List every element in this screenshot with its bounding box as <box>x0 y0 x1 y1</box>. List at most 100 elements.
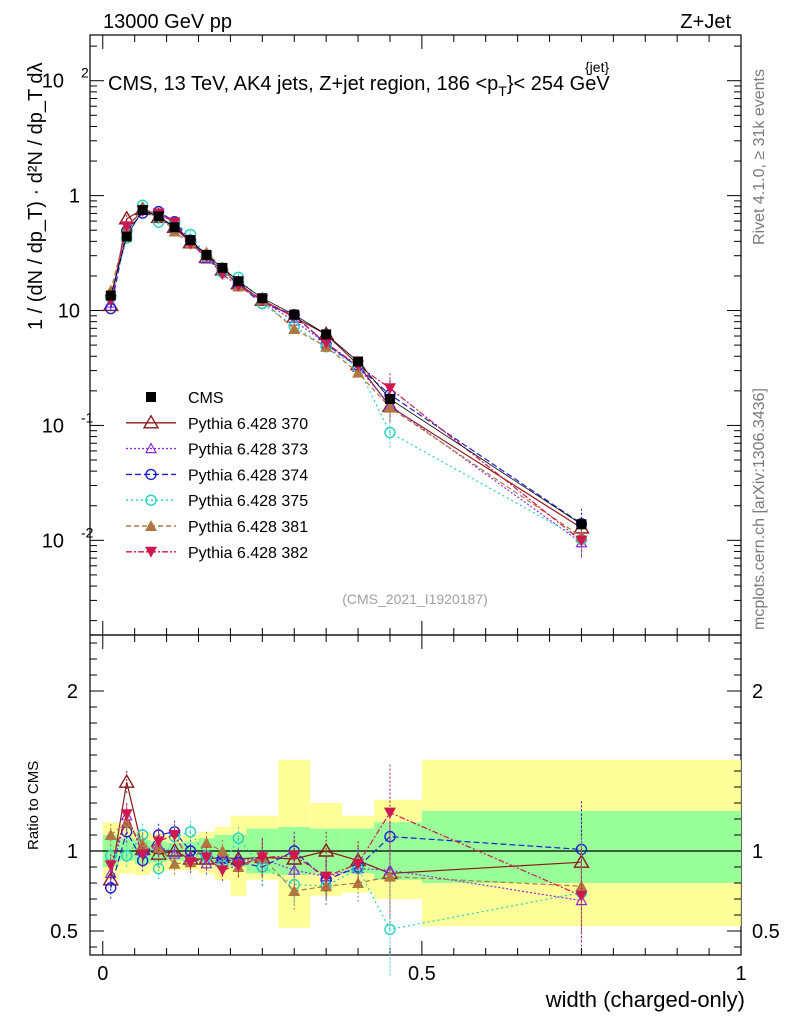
upper-axes: 10 2 1 10 10 -1 10 -2 <box>42 35 742 635</box>
ratio-line <box>110 830 582 888</box>
series-point <box>120 221 133 233</box>
mcplots-label: mcplots.cern.ch [arXiv:1306.3436] <box>751 388 768 630</box>
ratio-uncertainty-bands <box>90 759 741 928</box>
y-tick-exponent: 2 <box>81 65 89 81</box>
ratio-point <box>288 850 301 862</box>
ratio-point <box>184 857 197 869</box>
ratio-point <box>104 860 117 872</box>
header-left: 13000 GeV pp <box>103 11 232 33</box>
x-tick-label: 1 <box>735 963 746 985</box>
ratio-point <box>317 842 335 857</box>
cms-data-point <box>257 293 268 304</box>
ratio-point <box>232 860 245 872</box>
series-point <box>352 366 365 378</box>
lower-ylabel: Ratio to CMS <box>25 761 42 850</box>
cms-data-point <box>576 519 587 530</box>
series-line <box>110 208 582 529</box>
x-axis-label: width (charged-only) <box>545 987 745 1012</box>
cms-data-point <box>137 204 148 215</box>
series-line <box>110 210 582 542</box>
cms-data-point <box>169 222 180 233</box>
legend-marker <box>144 442 158 454</box>
ratio-point <box>105 882 117 894</box>
series-point <box>383 401 396 413</box>
header-right: Z+Jet <box>680 11 731 33</box>
cms-data-point <box>321 329 332 340</box>
series-line <box>110 210 582 525</box>
y-tick-exponent: -2 <box>81 524 94 540</box>
series-line <box>110 207 582 538</box>
rivet-version-label: Rivet 4.1.0, ≥ 31k events <box>751 69 768 245</box>
ratio-tick-label: 0.5 <box>50 921 78 943</box>
ratio-point <box>152 862 165 875</box>
plot-title: CMS, 13 TeV, AK4 jets, Z+jet region, 186… <box>108 73 610 99</box>
upper-ylabel: 1 / (dN / dp_T) · d²N / dp_T dλ <box>25 62 47 330</box>
series-line <box>110 209 582 544</box>
legend-marker <box>145 468 157 481</box>
cms-data-point <box>121 231 132 242</box>
ratio-point <box>168 857 181 869</box>
cms-data-point <box>384 393 395 404</box>
cms-line <box>110 209 582 525</box>
ratio-line <box>110 831 582 931</box>
cms-data-point <box>105 290 116 301</box>
cms-data-point <box>185 235 196 246</box>
legend-marker <box>145 546 157 558</box>
cms-data-point <box>289 309 300 320</box>
legend-label: Pythia 6.428 374 <box>188 467 308 484</box>
cms-data-point <box>233 276 244 287</box>
ratio-point <box>200 837 213 848</box>
legend-marker <box>145 494 157 506</box>
legend-label: Pythia 6.428 381 <box>188 519 308 536</box>
ratio-point <box>288 885 301 896</box>
legend-label: Pythia 6.428 375 <box>188 493 308 510</box>
ratio-point <box>136 849 149 861</box>
ratio-point <box>120 850 133 862</box>
ratio-point <box>120 816 133 828</box>
ratio-tick-label-right: 0.5 <box>752 921 780 943</box>
ratio-point <box>216 865 229 877</box>
series-point <box>384 426 396 439</box>
y-tick-exponent: -1 <box>81 409 94 425</box>
y-tick-label: 10 <box>42 71 64 93</box>
series-point <box>383 383 396 395</box>
series-point <box>320 338 333 350</box>
ratio-point <box>383 870 396 882</box>
legend-label: CMS <box>188 390 224 407</box>
x-tick-label: 0 <box>97 963 108 985</box>
legend-marker <box>146 392 156 402</box>
ratio-tick-label: 2 <box>67 681 78 703</box>
lower-axes: 2 2 1 1 0.5 0.5 0 0.5 1 <box>50 635 780 985</box>
y-tick-label: 10 <box>42 415 64 437</box>
legend-marker <box>142 414 160 429</box>
series-point <box>288 323 301 335</box>
legend-marker <box>145 520 157 531</box>
legend-label: Pythia 6.428 370 <box>188 416 308 433</box>
ratio-point <box>118 773 135 788</box>
y-tick-label: 10 <box>58 301 80 323</box>
ratio-tick-label: 1 <box>67 841 78 863</box>
ratio-point <box>184 826 197 838</box>
legend-label: Pythia 6.428 382 <box>188 545 308 562</box>
y-tick-label: 1 <box>69 186 80 208</box>
cms-data-point <box>153 211 164 222</box>
ratio-tick-label-right: 1 <box>752 841 763 863</box>
ratio-point <box>216 845 229 856</box>
x-tick-label: 0.5 <box>408 963 436 985</box>
ratio-series <box>102 764 590 978</box>
ratio-tick-label-right: 2 <box>752 681 763 703</box>
ratio-point <box>575 890 588 902</box>
ratio-line <box>110 811 582 897</box>
ratio-point <box>232 832 245 844</box>
ratio-point <box>383 807 396 819</box>
plot-title-main: CMS, 13 TeV, AK4 jets, Z+jet region, 186… <box>108 73 498 95</box>
ratio-point <box>200 852 213 864</box>
legend-label: Pythia 6.428 373 <box>188 442 308 459</box>
y-tick-label: 10 <box>42 530 64 552</box>
ratio-point <box>384 923 396 936</box>
ratio-point <box>152 836 165 848</box>
plot-title-sub: T <box>498 83 507 99</box>
ratio-point <box>120 809 133 821</box>
series-point <box>575 535 588 547</box>
